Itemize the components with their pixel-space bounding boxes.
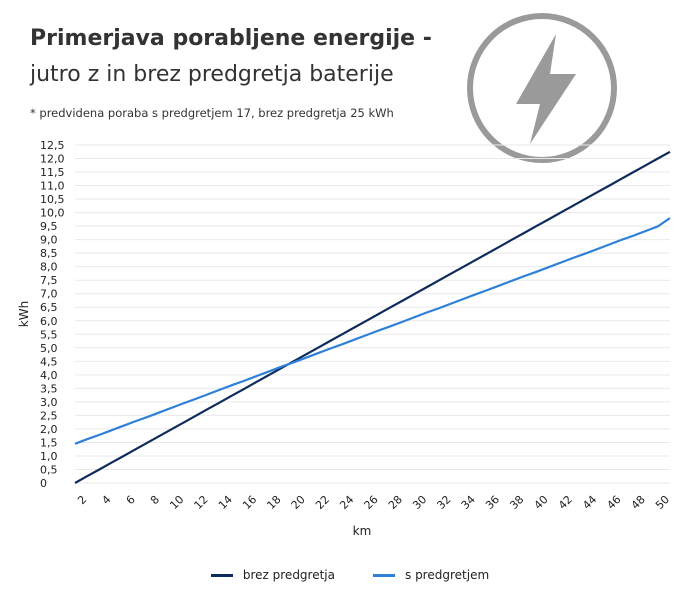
x-tick-label: 18 [264, 493, 283, 512]
legend-swatch-brez [210, 573, 233, 577]
chart-title: Primerjava porabljene energije - [30, 26, 432, 51]
y-tick-label: 6,0 [40, 315, 58, 328]
y-tick-label: 7,5 [40, 274, 58, 287]
y-axis-title: kWh [17, 301, 31, 327]
x-tick-label: 20 [289, 493, 308, 512]
footnote: * predvidena poraba s predgretjem 17, br… [30, 106, 394, 120]
x-tick-label: 36 [483, 493, 502, 512]
x-tick-label: 6 [124, 493, 138, 507]
y-tick-label: 3,5 [40, 382, 58, 395]
logo-bolt [516, 34, 576, 144]
legend-swatch-s [373, 573, 395, 577]
y-tick-label: 10,0 [40, 207, 65, 220]
y-tick-label: 5,0 [40, 342, 58, 355]
x-tick-label: 10 [167, 493, 186, 512]
legend: brez predgretja s predgretjem [0, 568, 700, 582]
x-tick-label: 38 [507, 493, 526, 512]
y-tick-label: 0 [40, 477, 47, 490]
y-tick-label: 6,5 [40, 301, 58, 314]
x-tick-label: 32 [434, 493, 453, 512]
y-tick-label: 10,5 [40, 193, 65, 206]
y-tick-label: 11,5 [40, 166, 65, 179]
series-lines [74, 150, 671, 484]
x-tick-label: 12 [192, 493, 211, 512]
y-tick-label: 3,0 [40, 396, 58, 409]
x-tick-label: 40 [532, 493, 551, 512]
x-tick-label: 14 [216, 493, 235, 512]
x-axis-ticks: 2 4 6 8 10 12 14 16 18 20 22 24 26 28 30 32 34 36 38 40 42 44… [75, 493, 672, 512]
series-line-s-predgretjem [74, 217, 671, 445]
x-tick-label: 2 [75, 493, 89, 507]
y-tick-label: 2,0 [40, 423, 58, 436]
y-tick-label: 7,0 [40, 288, 58, 301]
x-tick-label: 48 [629, 493, 648, 512]
y-tick-label: 9,5 [40, 220, 58, 233]
x-axis-title: km [353, 524, 372, 538]
y-axis-ticks: 00,51,01,52,02,53,03,54,04,55,05,56,06,5… [40, 139, 65, 490]
y-tick-label: 8,5 [40, 247, 58, 260]
y-tick-label: 5,5 [40, 328, 58, 341]
chart-subtitle: jutro z in brez predgretja baterije [30, 62, 394, 87]
x-tick-label: 8 [148, 493, 162, 507]
x-tick-label: 22 [313, 493, 332, 512]
y-tick-label: 4,5 [40, 355, 58, 368]
y-tick-label: 1,0 [40, 450, 58, 463]
legend-item-brez: brez predgretja [210, 568, 335, 582]
y-tick-label: 11,0 [40, 180, 65, 193]
y-tick-label: 2,5 [40, 409, 58, 422]
x-tick-label: 50 [653, 493, 672, 512]
legend-item-s: s predgretjem [373, 568, 489, 582]
y-tick-label: 12,5 [40, 139, 65, 152]
y-tick-label: 8,0 [40, 261, 58, 274]
legend-label-brez: brez predgretja [242, 568, 335, 582]
lightning-bolt-icon [467, 13, 617, 163]
x-tick-label: 24 [337, 493, 356, 512]
y-tick-label: 1,5 [40, 436, 58, 449]
x-tick-label: 42 [556, 493, 575, 512]
x-tick-label: 30 [410, 493, 429, 512]
x-tick-label: 34 [459, 493, 478, 512]
logo-circle [467, 13, 617, 163]
y-tick-label: 4,0 [40, 369, 58, 382]
x-tick-label: 46 [604, 493, 623, 512]
x-tick-label: 44 [580, 493, 599, 512]
y-tick-label: 9,0 [40, 234, 58, 247]
x-tick-label: 4 [99, 493, 113, 507]
series-line-brez-predgretja [74, 150, 671, 484]
x-tick-label: 26 [362, 493, 381, 512]
legend-label-s: s predgretjem [405, 568, 490, 582]
x-tick-label: 16 [240, 493, 259, 512]
x-tick-label: 28 [386, 493, 405, 512]
y-tick-label: 0,5 [40, 463, 58, 476]
y-tick-label: 12,0 [40, 153, 65, 166]
